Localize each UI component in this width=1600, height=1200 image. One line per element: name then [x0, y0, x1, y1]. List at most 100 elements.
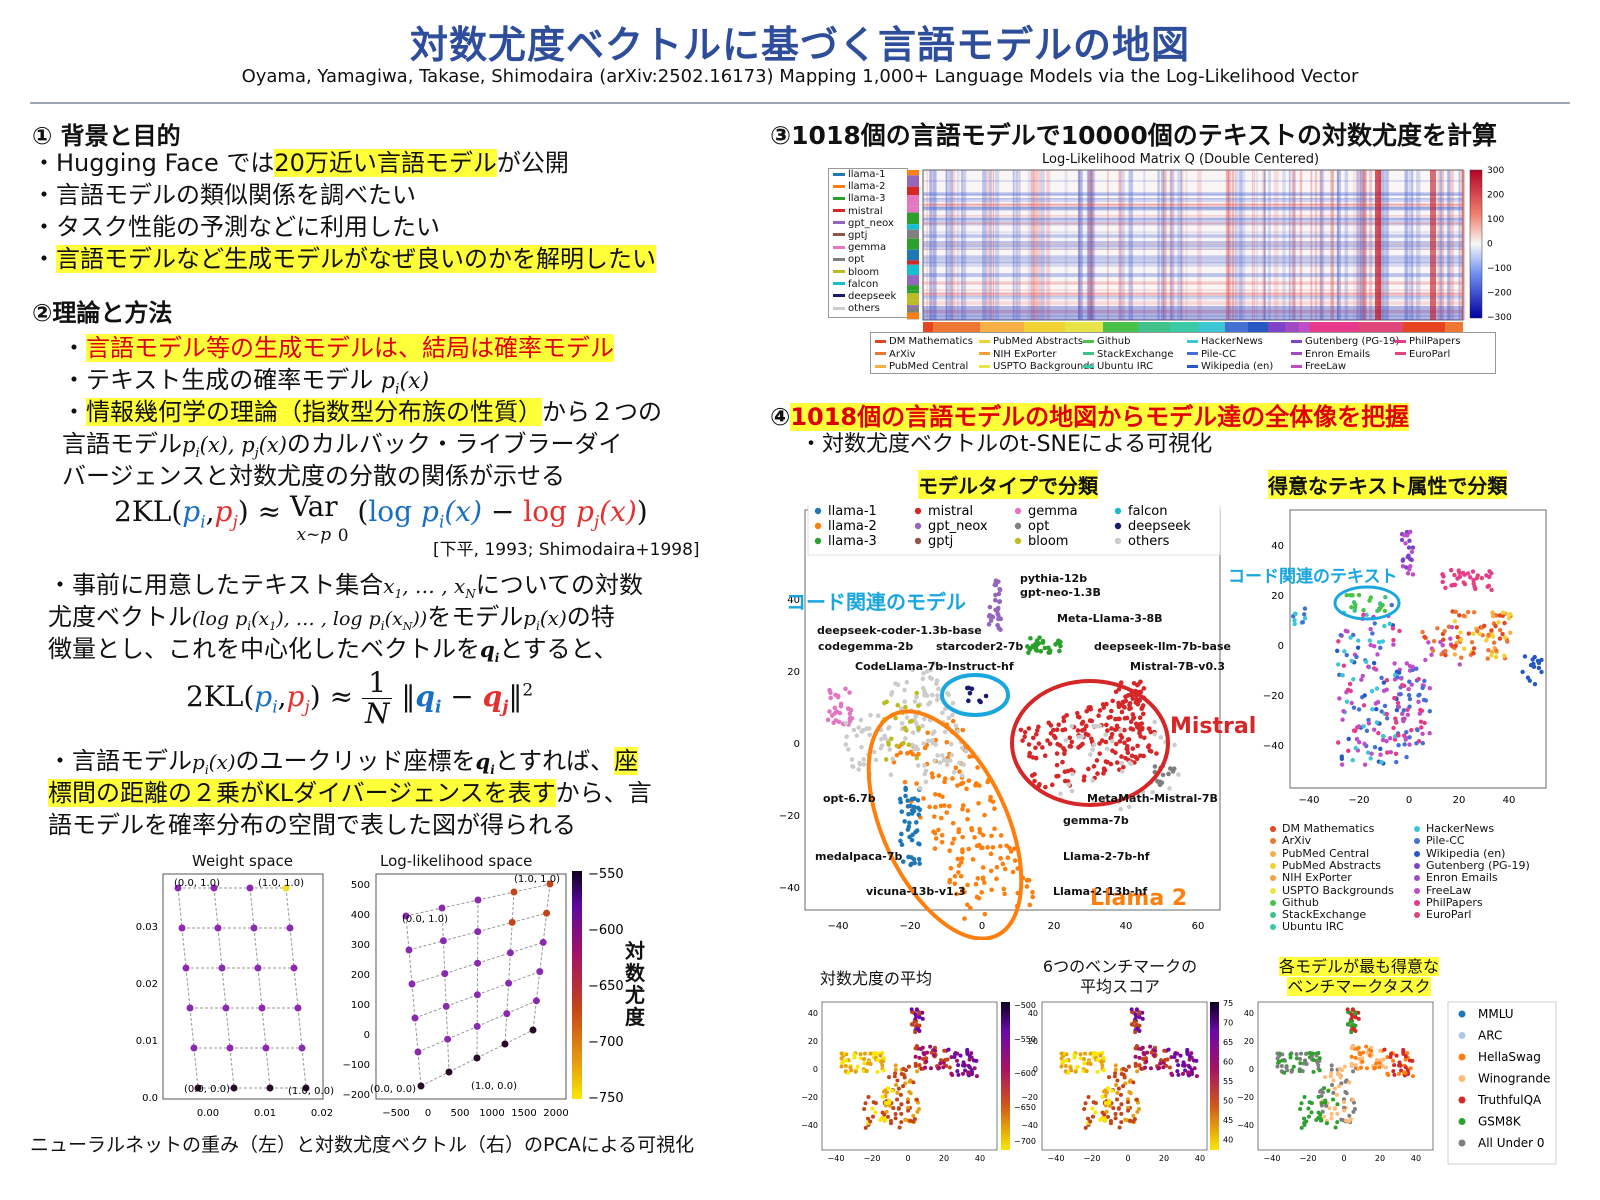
- model-point: [891, 1106, 896, 1111]
- model-point: [969, 686, 975, 692]
- grid-line: [477, 921, 513, 933]
- model-point: [1054, 640, 1060, 646]
- legend-swatch: [833, 184, 845, 188]
- legend-dot: [1458, 1075, 1466, 1082]
- model-point: [996, 613, 1001, 618]
- model-point: [1148, 749, 1154, 754]
- legend-label: falcon: [1128, 505, 1168, 519]
- legend-label: gptj: [848, 229, 868, 241]
- model-point: [1121, 1084, 1126, 1089]
- model-annotation: opt-6.7b: [823, 792, 876, 805]
- small-ytick: −40: [1021, 1121, 1038, 1130]
- model-point: [1454, 625, 1459, 630]
- grid-line: [539, 942, 544, 972]
- model-point: [1173, 1051, 1178, 1056]
- heat-stripe: [1179, 170, 1182, 320]
- weight-ytick: 0.03: [136, 922, 158, 933]
- model-point: [1375, 699, 1381, 705]
- model-point: [1075, 714, 1081, 720]
- legend-dot: [1270, 862, 1276, 869]
- model-point: [1502, 653, 1507, 658]
- model-point: [1316, 1110, 1321, 1115]
- model-point: [1449, 624, 1455, 630]
- model-point: [1380, 639, 1386, 644]
- grid-point: [508, 918, 516, 926]
- heat-stripe: [1288, 170, 1291, 320]
- model-point: [1360, 673, 1365, 679]
- model-point: [1126, 1105, 1131, 1110]
- model-point: [1520, 669, 1525, 675]
- model-point: [1338, 632, 1343, 638]
- model-point: [1452, 652, 1457, 657]
- model-point: [1379, 709, 1384, 714]
- heat-row: [923, 198, 1463, 200]
- text-legend-item: Ubuntu IRC: [1083, 361, 1187, 374]
- model-point: [958, 860, 964, 865]
- heat-stripe: [1227, 170, 1232, 320]
- model-point: [1121, 704, 1127, 710]
- model-point: [956, 870, 961, 875]
- model-point: [1366, 664, 1371, 669]
- heat-row: [923, 198, 1463, 203]
- model-point: [990, 799, 996, 804]
- model-point: [1189, 1051, 1194, 1056]
- model-point: [917, 1015, 922, 1020]
- model-point: [1422, 720, 1427, 726]
- heat-row: [923, 283, 1463, 285]
- model-point: [1280, 1058, 1285, 1063]
- model-point: [1307, 1100, 1312, 1105]
- model-point: [1455, 576, 1460, 581]
- model-point: [1131, 1080, 1136, 1085]
- model-point: [1502, 620, 1507, 626]
- model-point: [1096, 713, 1101, 719]
- model-point: [868, 712, 873, 718]
- model-point: [1163, 1058, 1168, 1063]
- model-point: [875, 713, 881, 719]
- model-point: [1067, 735, 1073, 741]
- model-point: [1502, 635, 1508, 640]
- model-point: [1136, 682, 1141, 687]
- model-point: [1119, 760, 1125, 766]
- grid-line: [447, 1025, 478, 1040]
- grid-point: [474, 928, 482, 936]
- model-point: [971, 1058, 976, 1063]
- heat-stripe: [945, 170, 950, 320]
- model-point: [1422, 678, 1427, 684]
- model-point: [1063, 1063, 1068, 1068]
- legend-swatch: [833, 306, 845, 310]
- text-legend-item: PubMed Central: [875, 361, 979, 374]
- model-point: [983, 693, 989, 699]
- model-point: [1451, 582, 1456, 588]
- matrix-row-color-bar: [907, 170, 919, 320]
- llama2-ellipse: [866, 709, 1024, 940]
- tsne-b-ytick: 40: [1271, 541, 1284, 552]
- model-point: [1384, 711, 1390, 717]
- model-point: [1178, 1053, 1183, 1058]
- model-point: [1344, 1091, 1349, 1096]
- model-point: [1070, 771, 1075, 777]
- model-point: [1087, 1061, 1092, 1066]
- model-point: [1365, 1050, 1370, 1055]
- model-point: [970, 857, 976, 862]
- model-point: [1011, 846, 1017, 852]
- model-point: [1137, 1055, 1142, 1060]
- model-point: [959, 773, 965, 778]
- grid-point: [408, 980, 416, 988]
- model-point: [1351, 705, 1357, 710]
- legend-swatch: [1083, 364, 1094, 368]
- legend-dot: [1458, 1118, 1466, 1125]
- legend-label: Ubuntu IRC: [1282, 920, 1344, 934]
- model-point: [862, 1056, 867, 1061]
- model-point: [1318, 1089, 1323, 1094]
- model-point: [912, 699, 918, 704]
- model-point: [844, 734, 849, 739]
- model-point: [1368, 626, 1373, 632]
- model-point: [905, 751, 910, 756]
- grid-line: [408, 940, 444, 951]
- model-point: [1349, 1064, 1354, 1069]
- model-point: [827, 709, 832, 714]
- small-ytick: 0: [1033, 1065, 1038, 1074]
- model-point: [947, 1065, 952, 1070]
- model-point: [953, 1051, 958, 1056]
- legend-label: FreeLaw: [1426, 883, 1472, 897]
